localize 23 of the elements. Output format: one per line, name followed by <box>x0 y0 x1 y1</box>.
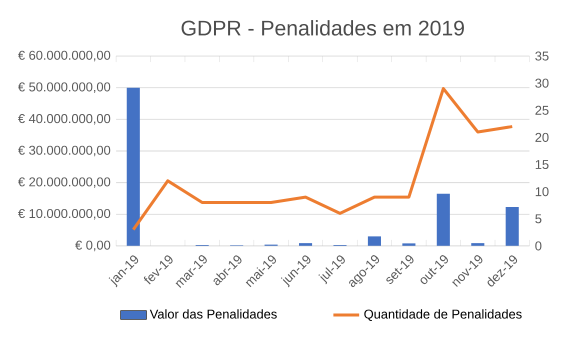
y2-tick-label: 30 <box>535 78 549 88</box>
y2-tick-label: 20 <box>535 132 549 142</box>
y2-tick-label: 10 <box>536 187 549 196</box>
y-tick-label: € 0,00 <box>75 240 110 252</box>
legend-label: Valor das Penalidades <box>150 309 277 319</box>
chart-title: GDPR - Penalidades em 2019 <box>182 20 464 36</box>
bar <box>506 207 519 246</box>
y2-tick-label: 25 <box>535 106 549 115</box>
bar <box>368 236 381 246</box>
y2-tick-label: 35 <box>535 52 549 61</box>
bar <box>471 243 484 246</box>
y-tick-label: € 50.000.000,00 <box>18 82 110 94</box>
y2-tick-label: 5 <box>535 214 542 224</box>
y-tick-label: € 40.000.000,00 <box>18 114 110 125</box>
y2-tick-label: 15 <box>536 160 549 170</box>
bar <box>126 88 140 246</box>
y-tick-label: € 10.000.000,00 <box>18 209 110 220</box>
y-tick-label: € 60.000.000,00 <box>18 50 110 62</box>
legend-label: Quantidade de Penalidades <box>364 309 522 322</box>
y-tick-label: € 30.000.000,00 <box>18 146 110 156</box>
bar <box>436 194 450 246</box>
y-tick-label: € 20.000.000,00 <box>18 177 110 188</box>
y2-tick-label: 0 <box>535 241 542 251</box>
